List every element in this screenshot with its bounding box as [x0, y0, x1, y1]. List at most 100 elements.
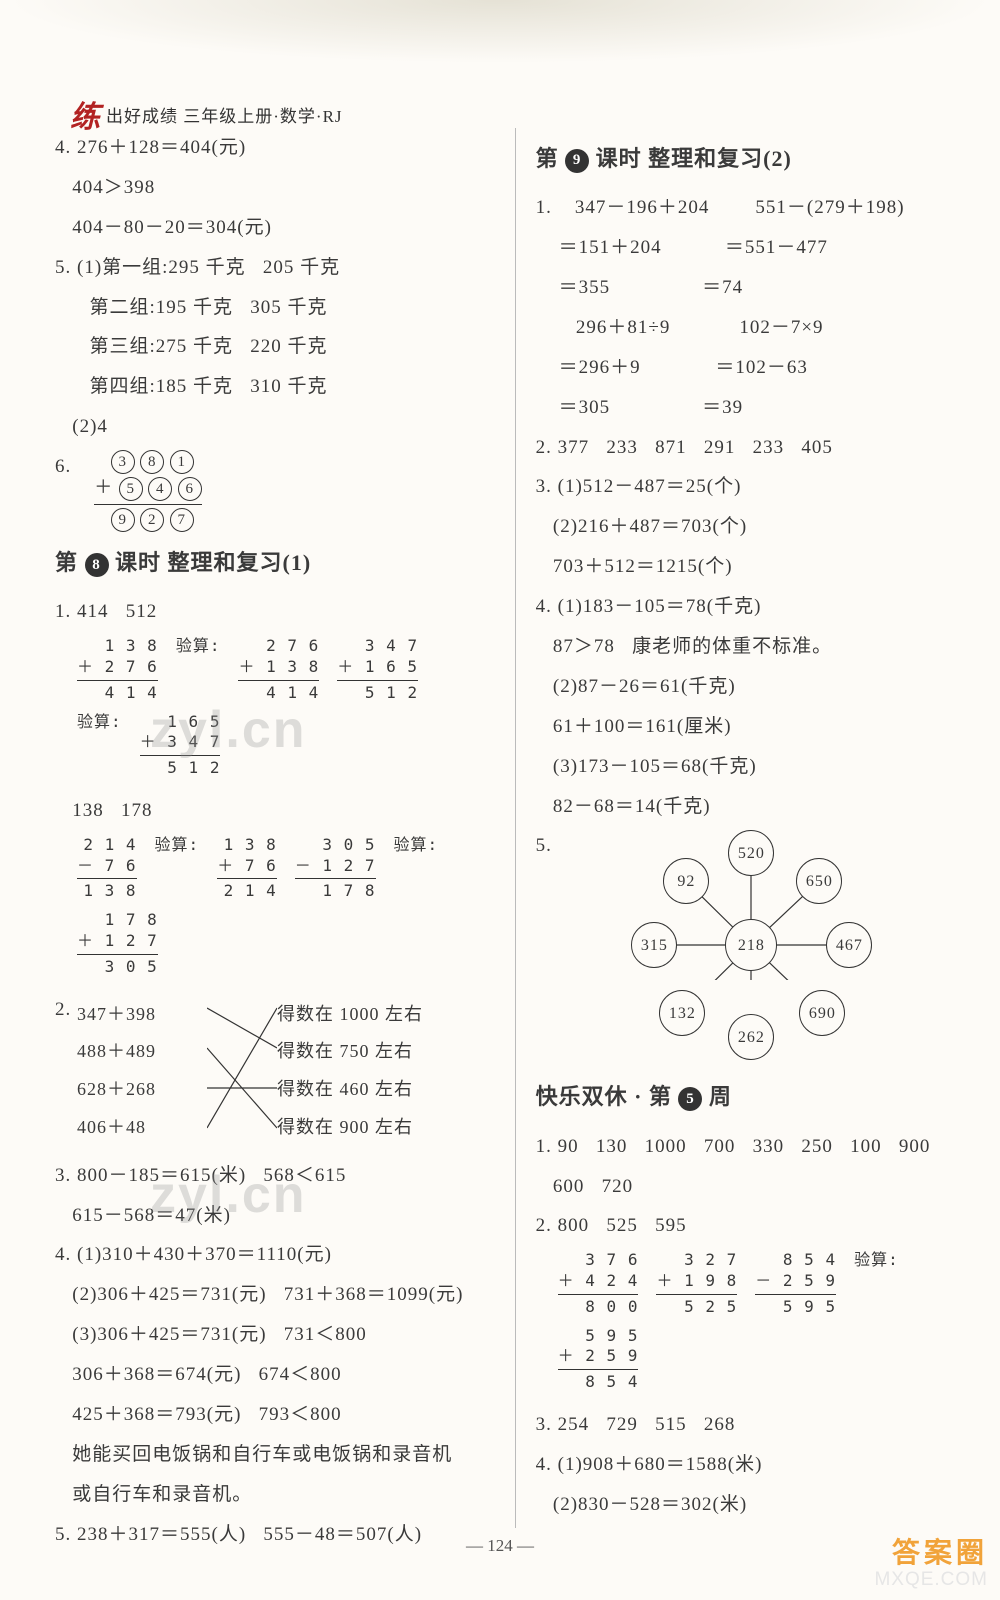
text-line: 82－68＝14(千克): [536, 787, 945, 827]
lesson-number-badge: 8: [85, 553, 109, 577]
page-number: — 124 —: [466, 1536, 534, 1556]
vertical-calc: 1 7 8 ＋ 1 2 7 3 0 5: [77, 910, 158, 977]
check-label: 验算:: [155, 835, 200, 856]
text-line: 1. 414 512: [55, 592, 485, 632]
q2-lead: 2.: [55, 990, 77, 1030]
text-line: 703＋512＝1215(个): [536, 547, 945, 587]
heading-post: 课时 整理和复习(2): [589, 146, 792, 171]
spider-node: 262: [728, 1014, 774, 1060]
text-line: 3. (1)512－487＝25(个): [536, 467, 945, 507]
text-line: 第三组:275 千克 220 千克: [55, 327, 485, 367]
q5-spider: 5. 218 52092650315467132690262: [536, 826, 945, 1066]
section-8-heading: 第 8 课时 整理和复习(1): [55, 540, 485, 586]
page-header: 练 出好成绩 三年级上册·数学·RJ: [70, 92, 343, 136]
circled-digit: 7: [170, 508, 194, 532]
header-subtitle: 出好成绩 三年级上册·数学·RJ: [106, 102, 343, 127]
vertical-calc: 5 9 5 ＋ 2 5 9 8 5 4: [558, 1326, 639, 1393]
text-line: ＝355 ＝74: [536, 268, 945, 308]
circled-digit: 3: [111, 450, 135, 474]
match-right-item: 得数在 1000 左右: [277, 996, 423, 1034]
text-line: ＝305 ＝39: [536, 388, 945, 428]
heading-pre: 第: [55, 550, 85, 575]
content-columns: 4. 276＋128＝404(元) 404＞398 404－80－20＝304(…: [55, 128, 945, 1528]
text-line: (2)4: [55, 407, 485, 447]
text-line: 2. 800 525 595: [536, 1206, 945, 1246]
text-line: ＝296＋9 ＝102－63: [536, 348, 945, 388]
check-label: 验算:: [854, 1250, 899, 1271]
text-line: 第二组:195 千克 305 千克: [55, 288, 485, 328]
heading-post: 课时 整理和复习(1): [109, 550, 312, 575]
heading-post: 周: [702, 1084, 732, 1109]
left-column: 4. 276＋128＝404(元) 404＞398 404－80－20＝304(…: [55, 128, 485, 1528]
check-label: 验算:: [176, 636, 221, 657]
section-week-heading: 快乐双休 · 第 5 周: [536, 1074, 945, 1120]
text-line: 4. (1)183－105＝78(千克): [536, 587, 945, 627]
match-right-item: 得数在 750 左右: [277, 1033, 423, 1071]
calc-row-1: 1 3 8 ＋ 2 7 6 4 1 4 验算: 2 7 6 ＋ 1 3 8 4 …: [77, 636, 485, 787]
circled-digit: 1: [170, 450, 194, 474]
text-line: 296＋81÷9 102－7×9: [536, 308, 945, 348]
right-column: 第 9 课时 整理和复习(2) 1. 347－196＋204 551－(279＋…: [515, 128, 945, 1528]
circled-digit: 9: [111, 508, 135, 532]
text-line: 615－568＝47(米): [55, 1196, 485, 1236]
text-line: 3. 800－185＝615(米) 568＜615: [55, 1156, 485, 1196]
q5-lead: 5.: [536, 826, 558, 866]
text-line: 306＋368＝674(元) 674＜800: [55, 1355, 485, 1395]
vertical-calc: 2 7 6 ＋ 1 3 8 4 1 4: [238, 636, 319, 703]
calc-row-2: 2 1 4 － 7 6 1 3 8 验算: 1 3 8 ＋ 7 6 2 1 4 …: [77, 835, 485, 986]
text-line: 87＞78 康老师的体重不标准。: [536, 627, 945, 667]
vertical-calc: 3 4 7 ＋ 1 6 5 5 1 2: [337, 636, 418, 703]
text-line: 2. 377 233 871 291 233 405: [536, 428, 945, 468]
text-line: 或自行车和录音机。: [55, 1475, 485, 1515]
section-9-heading: 第 9 课时 整理和复习(2): [536, 136, 945, 182]
watermark-url: MXQE.COM: [874, 1569, 988, 1592]
text-line: 600 720: [536, 1167, 945, 1207]
text-line: (2)306＋425＝731(元) 731＋368＝1099(元): [55, 1275, 485, 1315]
text-line: (2)87－26＝61(千克): [536, 667, 945, 707]
match-left-item: 628＋268: [77, 1071, 207, 1109]
vertical-calc: 3 2 7 ＋ 1 9 8 5 2 5: [656, 1250, 737, 1317]
match-left-item: 488＋489: [77, 1033, 207, 1071]
text-line: 5. (1)第一组:295 千克 205 千克: [55, 248, 485, 288]
text-line: (2)216＋487＝703(个): [536, 507, 945, 547]
vertical-calc: 1 3 8 ＋ 7 6 2 1 4: [217, 835, 277, 902]
check-label: 验算:: [394, 835, 439, 856]
text-line: 1. 90 130 1000 700 330 250 100 900: [536, 1127, 945, 1167]
match-left-item: 347＋398: [77, 996, 207, 1034]
match-lines: [207, 996, 277, 1146]
text-line: 4. (1)310＋430＋370＝1110(元): [55, 1235, 485, 1275]
match-left-item: 406＋48: [77, 1109, 207, 1147]
watermark-bottom-right: 答案圈 MXQE.COM: [874, 1536, 988, 1592]
match-right-item: 得数在 460 左右: [277, 1071, 423, 1109]
q6-lead: 6.: [55, 447, 94, 487]
match-right-item: 得数在 900 左右: [277, 1109, 423, 1147]
circled-digit: 4: [148, 477, 172, 501]
vertical-calc: 2 1 4 － 7 6 1 3 8: [77, 835, 137, 902]
vertical-calc: 1 6 5 ＋ 3 4 7 5 1 2: [140, 712, 221, 779]
top-halo: [0, 0, 1000, 80]
text-line: 404＞398: [55, 168, 485, 208]
text-line: 3. 254 729 515 268: [536, 1405, 945, 1445]
lesson-number-badge: 9: [565, 149, 589, 173]
check-label: 验算:: [77, 712, 122, 733]
heading-pre: 快乐双休 · 第: [536, 1084, 679, 1109]
text-line: 61＋100＝161(厘米): [536, 707, 945, 747]
text-line: 138 178: [55, 791, 485, 831]
watermark-brand: 答案圈: [874, 1536, 988, 1570]
week-number-badge: 5: [678, 1087, 702, 1111]
text-line: (3)173－105＝68(千克): [536, 747, 945, 787]
text-line: 4. (1)908＋680＝1588(米): [536, 1445, 945, 1485]
spider-node: 132: [659, 990, 705, 1036]
vertical-calc: 8 5 4 － 2 5 9 5 9 5: [755, 1250, 836, 1317]
circled-digit: 2: [140, 508, 164, 532]
spider-node: 690: [799, 990, 845, 1036]
text-line: 1. 347－196＋204 551－(279＋198): [536, 188, 945, 228]
text-line: 5. 238＋317＝555(人) 555－48＝507(人): [55, 1515, 485, 1555]
calc-row-3: 3 7 6 ＋ 4 2 4 8 0 0 3 2 7 ＋ 1 9 8 5 2 5 …: [558, 1250, 945, 1401]
heading-pre: 第: [536, 146, 566, 171]
text-line: 404－80－20＝304(元): [55, 208, 485, 248]
vertical-calc: 1 3 8 ＋ 2 7 6 4 1 4: [77, 636, 158, 703]
text-line: 425＋368＝793(元) 793＜800: [55, 1395, 485, 1435]
circled-digit: 8: [140, 450, 164, 474]
text-line: 她能买回电饭锅和自行车或电饭锅和录音机: [55, 1435, 485, 1475]
